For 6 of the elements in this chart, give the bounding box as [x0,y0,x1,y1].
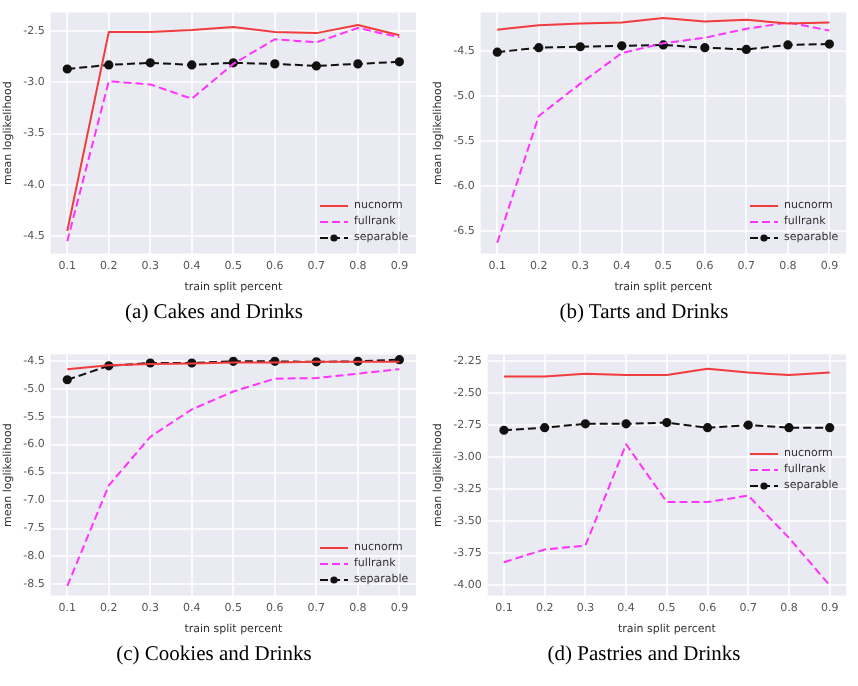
text: (c) Cookies and Drinks [114,644,314,666]
point [62,375,72,385]
point [394,355,404,365]
text: (b) Tarts and Drinks [557,302,731,324]
text: (d) Pastries and Drinks [545,644,743,666]
text: (a) Cakes and Drinks [123,302,305,324]
